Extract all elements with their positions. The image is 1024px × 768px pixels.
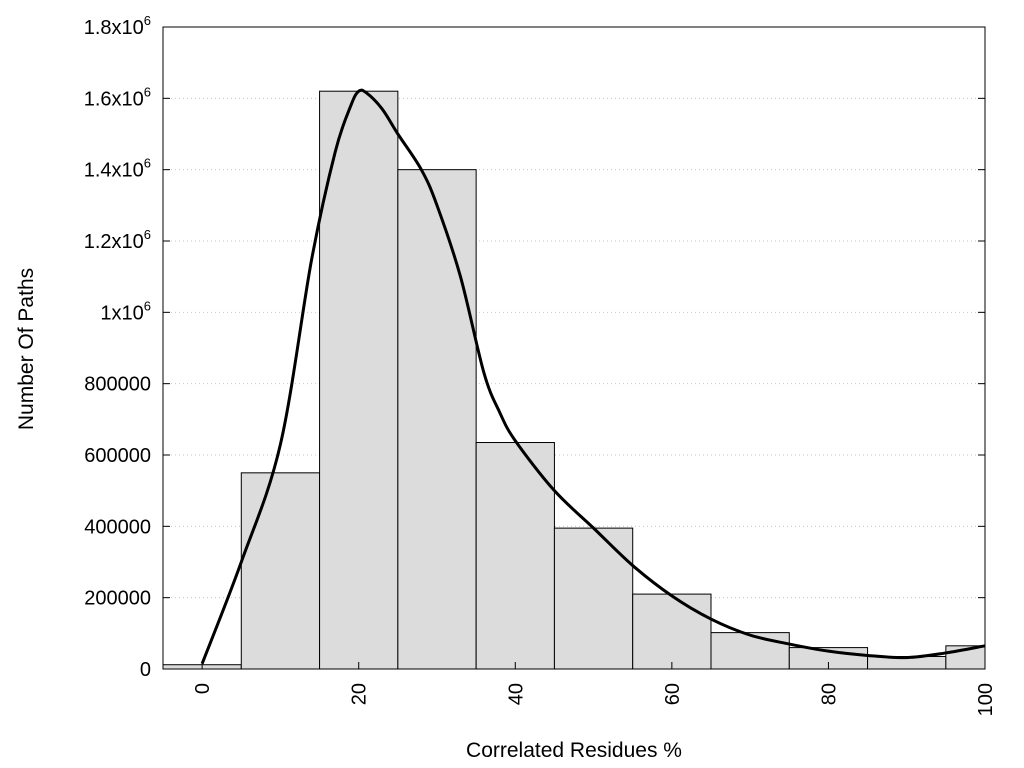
x-tick-label: 60 xyxy=(662,683,684,705)
x-tick-label: 100 xyxy=(975,683,997,716)
y-axis-ticks: 0 200000 400000 600000 800000 1x106 1.2x106 1.4… xyxy=(84,13,985,681)
y-tick-label: 1.8x106 xyxy=(84,13,151,39)
curve-layer xyxy=(200,88,986,665)
x-axis-title: Correlated Residues % xyxy=(466,739,682,762)
y-tick-label: 1.2x106 xyxy=(84,227,151,253)
y-tick-label: 400000 xyxy=(84,516,151,538)
y-tick-label: 1x106 xyxy=(100,298,151,324)
y-tick-label: 200000 xyxy=(84,588,151,610)
histogram-bar xyxy=(553,527,634,670)
y-axis-title: Number Of Paths xyxy=(15,268,38,430)
x-tick-label: 0 xyxy=(192,683,214,694)
y-tick-label: 1.6x106 xyxy=(84,84,151,110)
histogram-bar xyxy=(632,593,712,670)
histogram-bar xyxy=(319,90,399,670)
bars-layer xyxy=(162,90,986,670)
x-tick-label: 20 xyxy=(349,683,371,705)
x-tick-label: 40 xyxy=(505,683,527,705)
plot-area-frame xyxy=(162,26,986,670)
x-tick-label: 80 xyxy=(818,683,840,705)
y-tick-label: 600000 xyxy=(84,445,151,467)
x-axis-ticks: 0 20 40 60 80 100 xyxy=(192,662,997,716)
histogram-bar xyxy=(710,632,790,670)
density-curve-line xyxy=(200,88,986,665)
histogram-bar xyxy=(240,472,321,670)
y-tick-label: 800000 xyxy=(84,374,151,396)
y-tick-label: 0 xyxy=(140,659,151,681)
y-tick-label: 1.4x106 xyxy=(84,156,151,182)
histogram-bar xyxy=(397,169,477,670)
